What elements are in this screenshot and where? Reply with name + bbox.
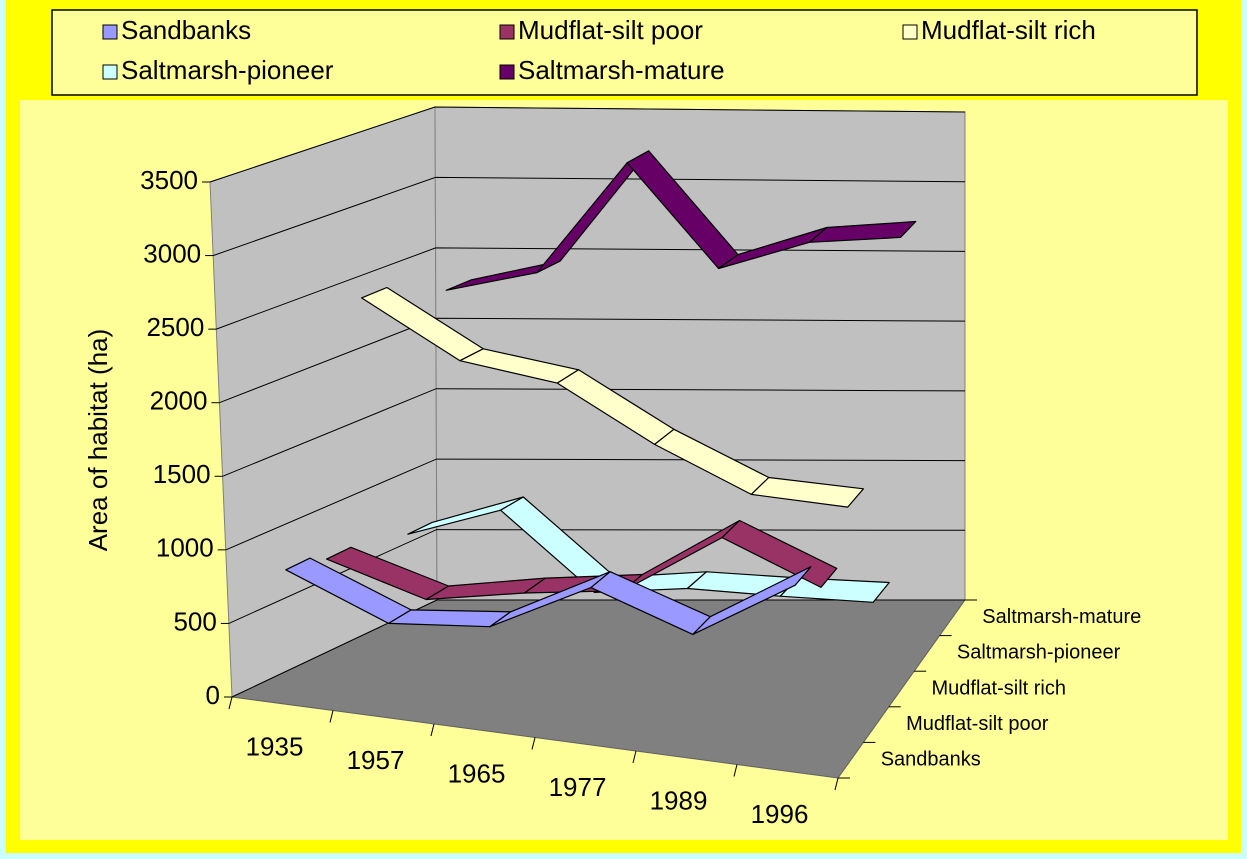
x-tick-label: 1989 [650, 786, 708, 816]
x-tick [531, 737, 536, 750]
x-tick-label: 1957 [347, 745, 405, 775]
ribbon-segment [808, 220, 917, 243]
x-tick-label: 1977 [549, 772, 607, 802]
y-tick-label: 1500 [153, 459, 211, 489]
z-tick-label: Mudflat-silt poor [906, 713, 1049, 735]
grid-line [222, 388, 966, 477]
x-tick [430, 723, 435, 737]
ribbon-segment [750, 476, 865, 508]
x-tick [228, 696, 233, 710]
grid-line [225, 458, 966, 551]
y-tick-label: 2500 [146, 312, 204, 342]
x-tick [834, 777, 839, 791]
grid-line [209, 106, 966, 183]
legend-label: Sandbanks [121, 15, 251, 45]
legend-swatch [102, 24, 118, 40]
ribbon-segment [692, 566, 812, 636]
legend-label: Mudflat-silt poor [518, 15, 703, 45]
y-tick-label: 2000 [150, 386, 208, 416]
x-tick [733, 764, 738, 777]
z-tick-label: Saltmarsh-mature [982, 606, 1141, 628]
x-tick-label: 1965 [448, 759, 506, 789]
grid-line [228, 529, 966, 624]
grid-line [216, 247, 966, 330]
legend-label: Saltmarsh-pioneer [121, 55, 334, 85]
y-axis-title: Area of habitat (ha) [83, 329, 113, 552]
y-tick-label: 3000 [143, 238, 201, 268]
y-tick-label: 0 [206, 680, 220, 710]
z-tick-label: Mudflat-silt rich [932, 677, 1066, 699]
z-tick-label: Saltmarsh-pioneer [957, 642, 1121, 664]
grid-line [212, 176, 966, 257]
legend-swatch [902, 24, 918, 40]
legend [51, 9, 1198, 96]
x-tick [632, 750, 637, 764]
x-tick-label: 1996 [751, 799, 809, 829]
y-tick-label: 3500 [140, 165, 198, 195]
z-tick-label: Sandbanks [881, 748, 981, 770]
y-tick-label: 500 [173, 606, 216, 636]
legend-swatch [499, 24, 515, 40]
legend-label: Mudflat-silt rich [921, 15, 1096, 45]
grid-line [231, 599, 965, 698]
x-tick-label: 1935 [246, 732, 304, 762]
legend-swatch [499, 64, 515, 80]
legend-label: Saltmarsh-mature [518, 55, 725, 85]
legend-swatch [102, 64, 118, 80]
y-tick-label: 1000 [156, 533, 214, 563]
x-tick [329, 710, 334, 723]
